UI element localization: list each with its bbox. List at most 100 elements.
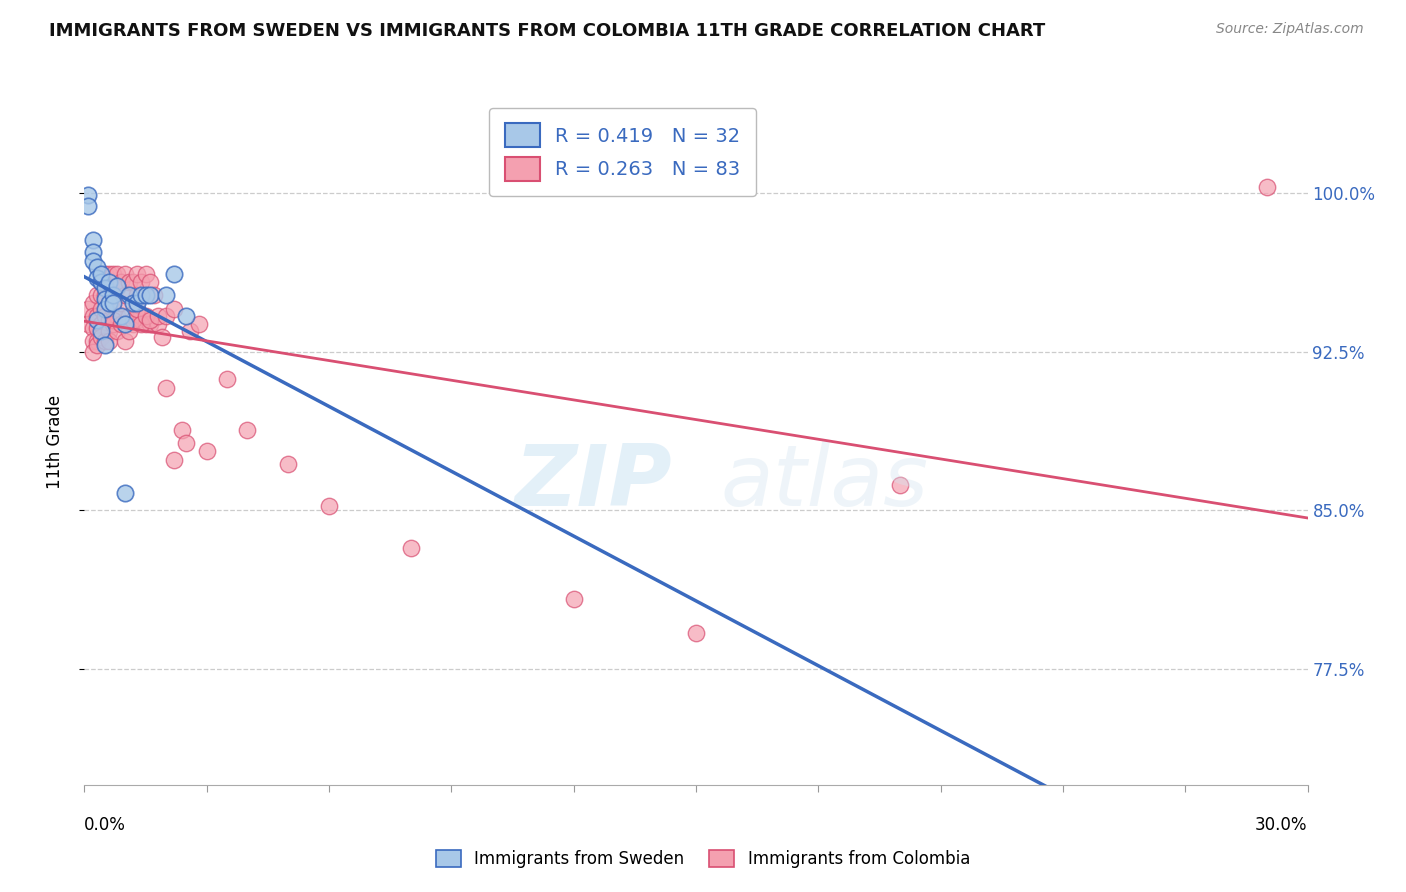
Point (86, 287, 108, 301)
Point (86, 338, 108, 352)
Point (277, 457, 299, 471)
Point (82, 245, 104, 260)
Point (138, 287, 160, 301)
Point (86, 313, 108, 327)
Point (82, 334, 104, 348)
Point (93, 292, 117, 306)
Point (93, 281, 117, 295)
Point (114, 334, 136, 348)
Point (127, 302, 149, 317)
Point (138, 318, 160, 332)
Point (122, 296, 145, 310)
Point (90, 275, 112, 289)
Point (101, 296, 124, 310)
Point (138, 313, 160, 327)
Point (101, 302, 124, 317)
Point (105, 309, 128, 323)
Point (105, 281, 128, 295)
Point (176, 309, 198, 323)
Point (93, 302, 117, 317)
Point (1256, 180, 1278, 194)
Point (179, 324, 201, 338)
Point (90, 267, 112, 281)
Point (97, 313, 120, 327)
Text: atlas: atlas (720, 442, 928, 524)
Point (93, 334, 117, 348)
Point (114, 486, 136, 500)
Point (146, 318, 169, 332)
Point (90, 302, 112, 317)
Point (97, 296, 120, 310)
Point (155, 309, 177, 323)
Text: 0.0%: 0.0% (84, 816, 127, 834)
Point (82, 309, 104, 323)
Point (118, 275, 141, 289)
Point (122, 318, 145, 332)
Point (86, 334, 108, 348)
Point (118, 287, 141, 301)
Point (77, 302, 100, 317)
Point (118, 324, 141, 338)
Point (562, 592, 585, 607)
Point (131, 318, 153, 332)
Point (187, 318, 209, 332)
Point (131, 309, 153, 323)
Point (93, 267, 117, 281)
Point (155, 381, 177, 395)
Point (90, 287, 112, 301)
Point (163, 267, 186, 281)
Point (110, 318, 132, 332)
Point (142, 287, 165, 301)
Point (135, 287, 157, 301)
Point (82, 296, 104, 310)
Point (97, 267, 120, 281)
Point (131, 287, 153, 301)
Point (110, 296, 132, 310)
Point (110, 275, 132, 289)
Point (236, 423, 259, 437)
Point (97, 281, 120, 295)
Point (90, 324, 112, 338)
Point (77, 188, 100, 202)
Point (82, 233, 104, 247)
Point (127, 296, 149, 310)
Point (105, 279, 128, 293)
Point (90, 318, 112, 332)
Point (138, 275, 160, 289)
Point (318, 499, 340, 513)
Point (101, 287, 124, 301)
Point (114, 287, 136, 301)
Point (110, 309, 132, 323)
Point (77, 199, 100, 213)
Point (122, 313, 145, 327)
Point (135, 267, 157, 281)
Point (93, 309, 117, 323)
Point (105, 324, 128, 338)
Legend: R = 0.419   N = 32, R = 0.263   N = 83: R = 0.419 N = 32, R = 0.263 N = 83 (489, 108, 756, 196)
Point (97, 275, 120, 289)
Point (97, 334, 120, 348)
Point (135, 318, 157, 332)
Point (105, 267, 128, 281)
Point (127, 313, 149, 327)
Point (150, 330, 173, 344)
Point (86, 260, 108, 275)
Point (146, 309, 169, 323)
Point (685, 625, 707, 640)
Point (127, 267, 149, 281)
Point (86, 270, 108, 285)
Point (155, 287, 177, 301)
Point (82, 344, 104, 359)
Text: 30.0%: 30.0% (1256, 816, 1308, 834)
Point (127, 287, 149, 301)
Point (86, 309, 108, 323)
Point (195, 444, 218, 458)
Point (114, 318, 136, 332)
Text: ZIP: ZIP (513, 442, 672, 524)
Point (163, 452, 186, 467)
Point (82, 321, 104, 335)
Point (86, 321, 108, 335)
Point (217, 372, 239, 386)
Point (131, 275, 153, 289)
Point (97, 296, 120, 310)
